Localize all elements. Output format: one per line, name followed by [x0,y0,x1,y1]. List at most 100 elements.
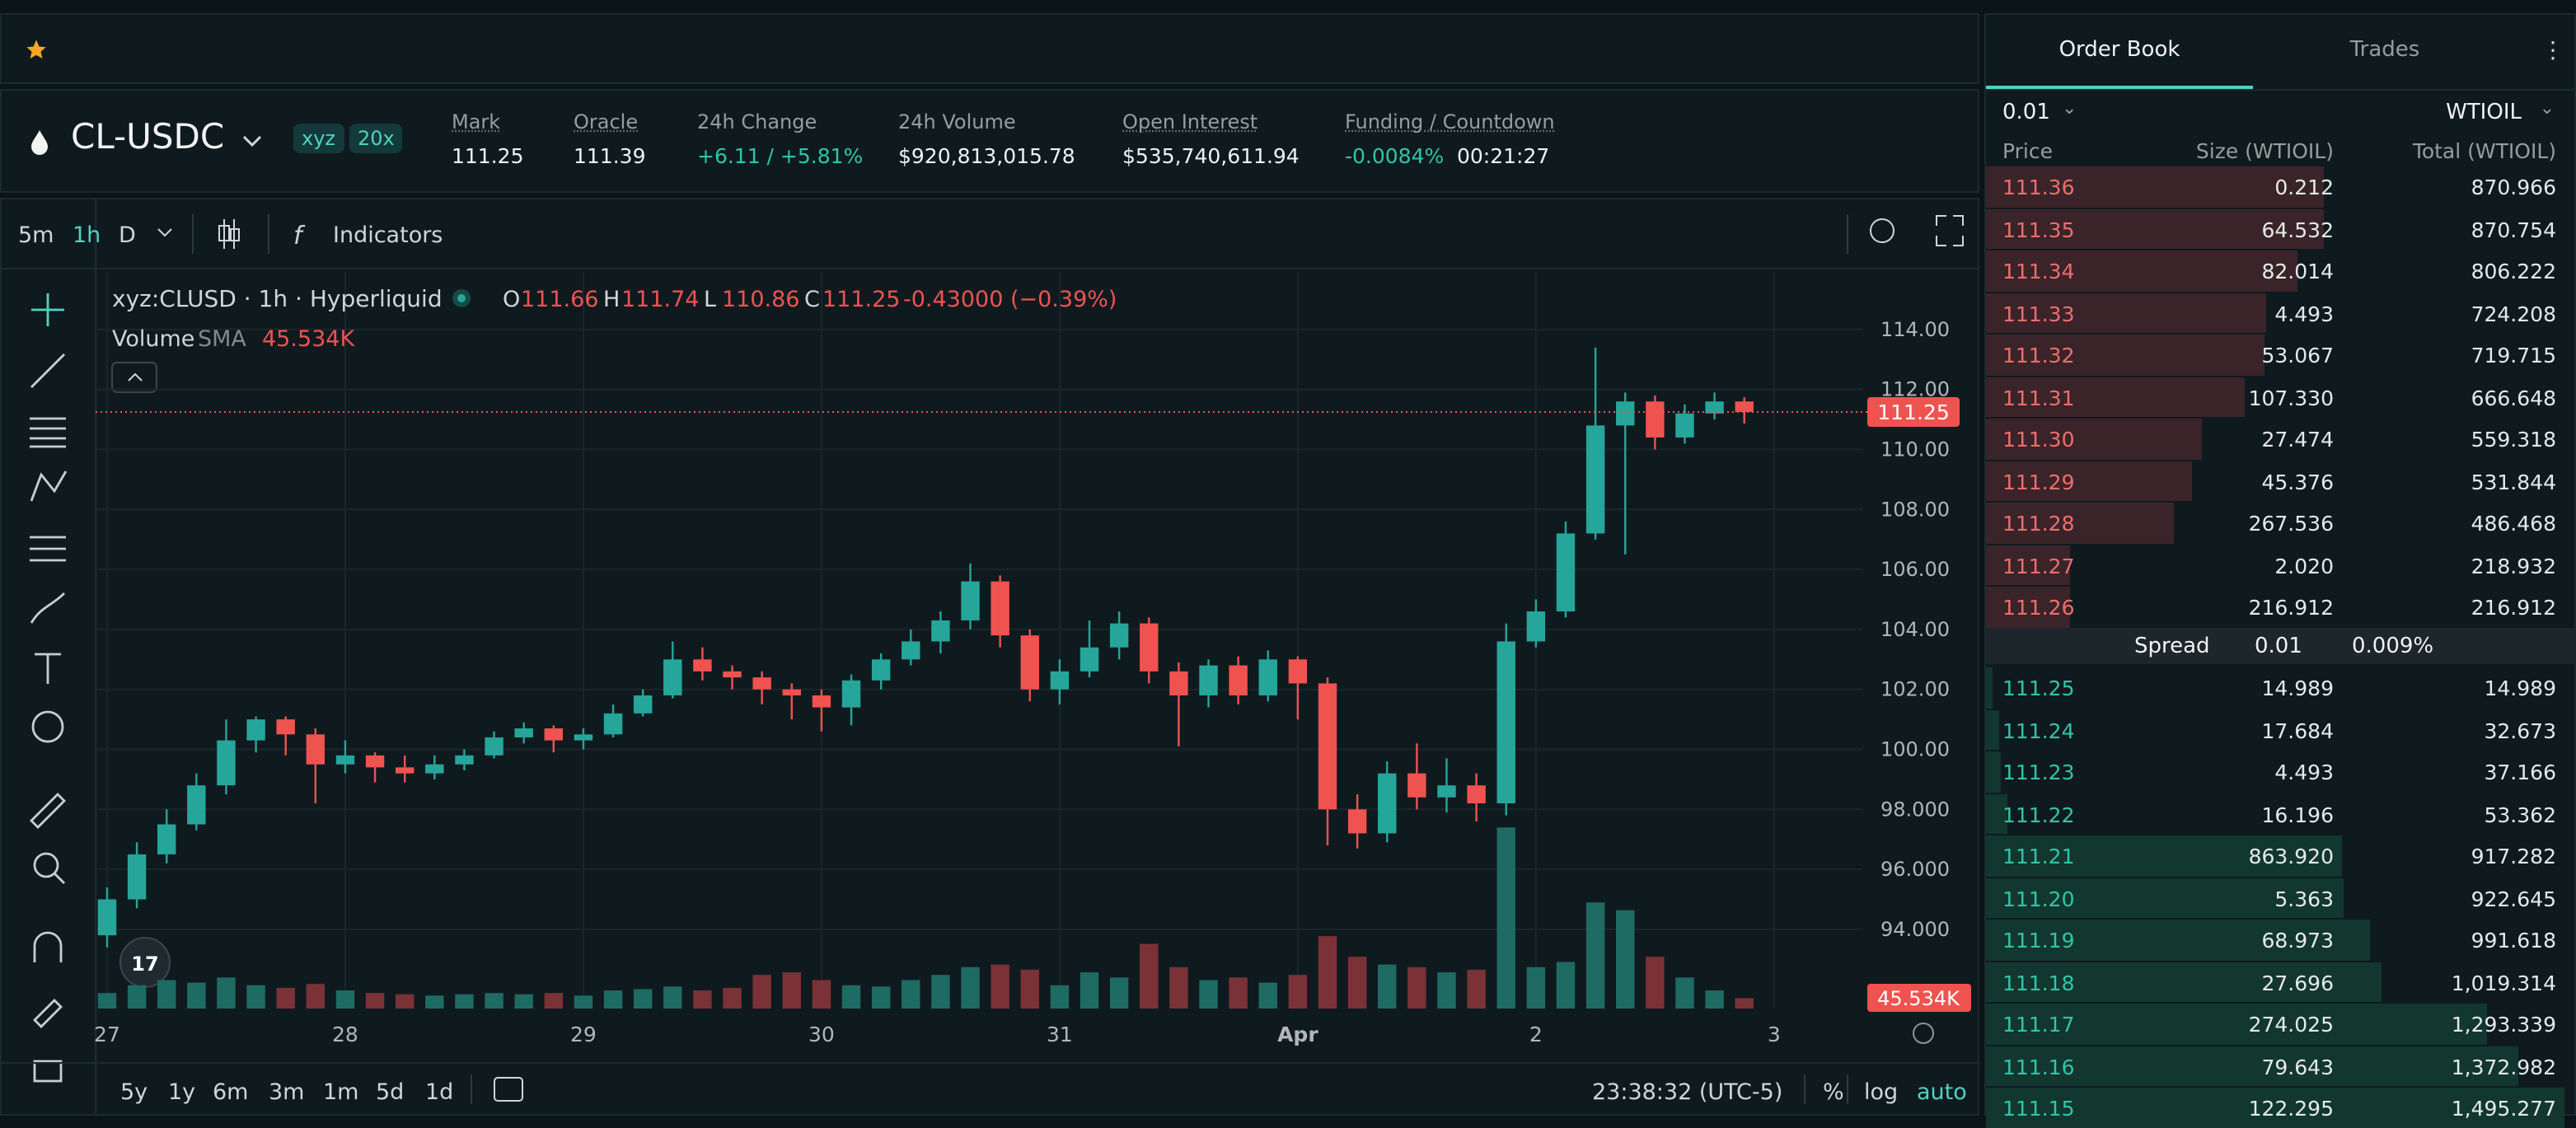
stat-label: Oracle [574,110,639,133]
volume-bar [1616,910,1635,1009]
brush-tool[interactable] [30,592,65,624]
candle-body [1050,671,1070,690]
fullscreen-button[interactable] [1936,215,1964,246]
symbol-dropdown[interactable] [241,133,264,150]
range-button[interactable]: 3m [269,1079,304,1105]
total: 806.222 [2471,259,2556,283]
text-tool[interactable] [35,653,61,684]
magnet-tool[interactable] [33,931,63,962]
range-button[interactable]: 5d [376,1079,404,1105]
volume-bar [1229,977,1248,1009]
depth-bar [1986,166,2324,207]
collapse-legend[interactable] [111,362,157,393]
star-icon[interactable] [25,38,48,61]
countdown: 00:21:27 [1457,143,1550,168]
size: 4.493 [2274,760,2334,784]
price: 111.20 [2002,886,2075,910]
size: 45.376 [2261,469,2335,494]
depth-bar [1986,667,1993,708]
volume-bar [1020,969,1039,1009]
range-button[interactable]: 5y [120,1079,148,1105]
candle-body [1258,659,1277,695]
draw-lock-tool[interactable] [33,999,63,1028]
range-button[interactable]: 1y [168,1079,195,1105]
settings-button[interactable] [1913,1023,1934,1044]
indicators-icon[interactable]: f [293,222,306,250]
price: 111.34 [2002,259,2075,283]
favorites-bar [0,13,1979,84]
size: 0.212 [2274,175,2334,199]
candle-body [991,581,1009,636]
candle-body [455,755,474,765]
volume-bar [306,984,326,1009]
date-range-button[interactable] [494,1077,523,1102]
symbol[interactable]: CL-USDC [71,117,225,157]
stat-value: +6.11 / +5.81% [697,143,864,168]
volume-bar [902,980,920,1009]
fib-tool[interactable] [30,417,66,448]
pattern-tool[interactable] [30,470,68,502]
tick-size[interactable]: 0.01 [2002,101,2050,125]
volume-bar [1378,964,1397,1009]
total: 1,293.339 [2451,1012,2556,1037]
candle-body [276,719,295,735]
ruler-tool[interactable] [30,793,66,829]
dropdown[interactable]: ⌄ [2062,97,2077,119]
volume-bar [1199,980,1218,1009]
dropdown[interactable]: ⌄ [2539,97,2555,119]
interval[interactable]: 5m [18,222,54,248]
range-button[interactable]: 1d [425,1079,453,1105]
volume-bar [97,993,117,1009]
zoom-tool[interactable] [33,852,59,878]
volume-bar [335,990,355,1009]
tab[interactable]: Order Book [2058,38,2180,63]
range-button[interactable]: 6m [213,1079,248,1105]
trendline-tool[interactable] [30,353,65,388]
tab[interactable]: Trades [2349,38,2420,63]
volume-bar [544,993,564,1009]
stat-value: -0.0084% [1345,143,1445,168]
crosshair-tool[interactable] [31,293,64,326]
chart-toolbar: 5m 1h D f Indicators 17 [0,214,1979,1104]
scale-option[interactable]: % [1823,1079,1844,1105]
total: 1,019.314 [2451,970,2556,995]
sma-label: SMA [198,326,246,352]
volume-bar [217,977,236,1009]
scale-option[interactable]: auto [1917,1079,1967,1105]
ohlc-value: 111.66 [521,287,598,312]
total: 922.645 [2471,886,2556,910]
sma-value: 45.534K [262,326,355,352]
more-menu[interactable]: ⋮ [2541,38,2564,64]
total: 1,372.982 [2451,1054,2556,1079]
price: 111.30 [2002,427,2075,452]
screenshot-button[interactable] [1870,218,1895,243]
range-button[interactable]: 1m [323,1079,358,1105]
indicators-button[interactable]: Indicators [333,222,443,248]
volume-bar [127,985,147,1009]
interval[interactable]: 1h [73,222,101,248]
size: 2.020 [2274,553,2334,578]
left-toolbar [30,198,97,1116]
volume-bar [1169,967,1188,1009]
volume-bar [1526,967,1546,1009]
emoji-tool[interactable] [31,710,64,743]
interval[interactable]: D [119,222,136,248]
unit-select[interactable]: WTIOIL [2446,101,2522,125]
chart-type-button[interactable] [218,219,240,249]
volume-bar [365,993,385,1009]
y-tick-label: 102.00 [1880,678,1950,701]
interval-dropdown[interactable] [157,228,172,237]
lock-tool[interactable] [33,1060,63,1083]
scale-option[interactable]: log [1864,1079,1898,1105]
candle-body [812,695,831,708]
volume-bar [514,994,533,1009]
projection-tool[interactable] [30,536,66,562]
candle-body [723,671,742,678]
volume-bar [723,987,742,1009]
ohlc-key: L [704,287,716,312]
depth-bar [1986,793,2007,834]
total: 37.166 [2484,760,2557,784]
depth-bar [1986,751,2001,792]
candle-body [1437,785,1456,798]
volume-bar [812,980,831,1009]
